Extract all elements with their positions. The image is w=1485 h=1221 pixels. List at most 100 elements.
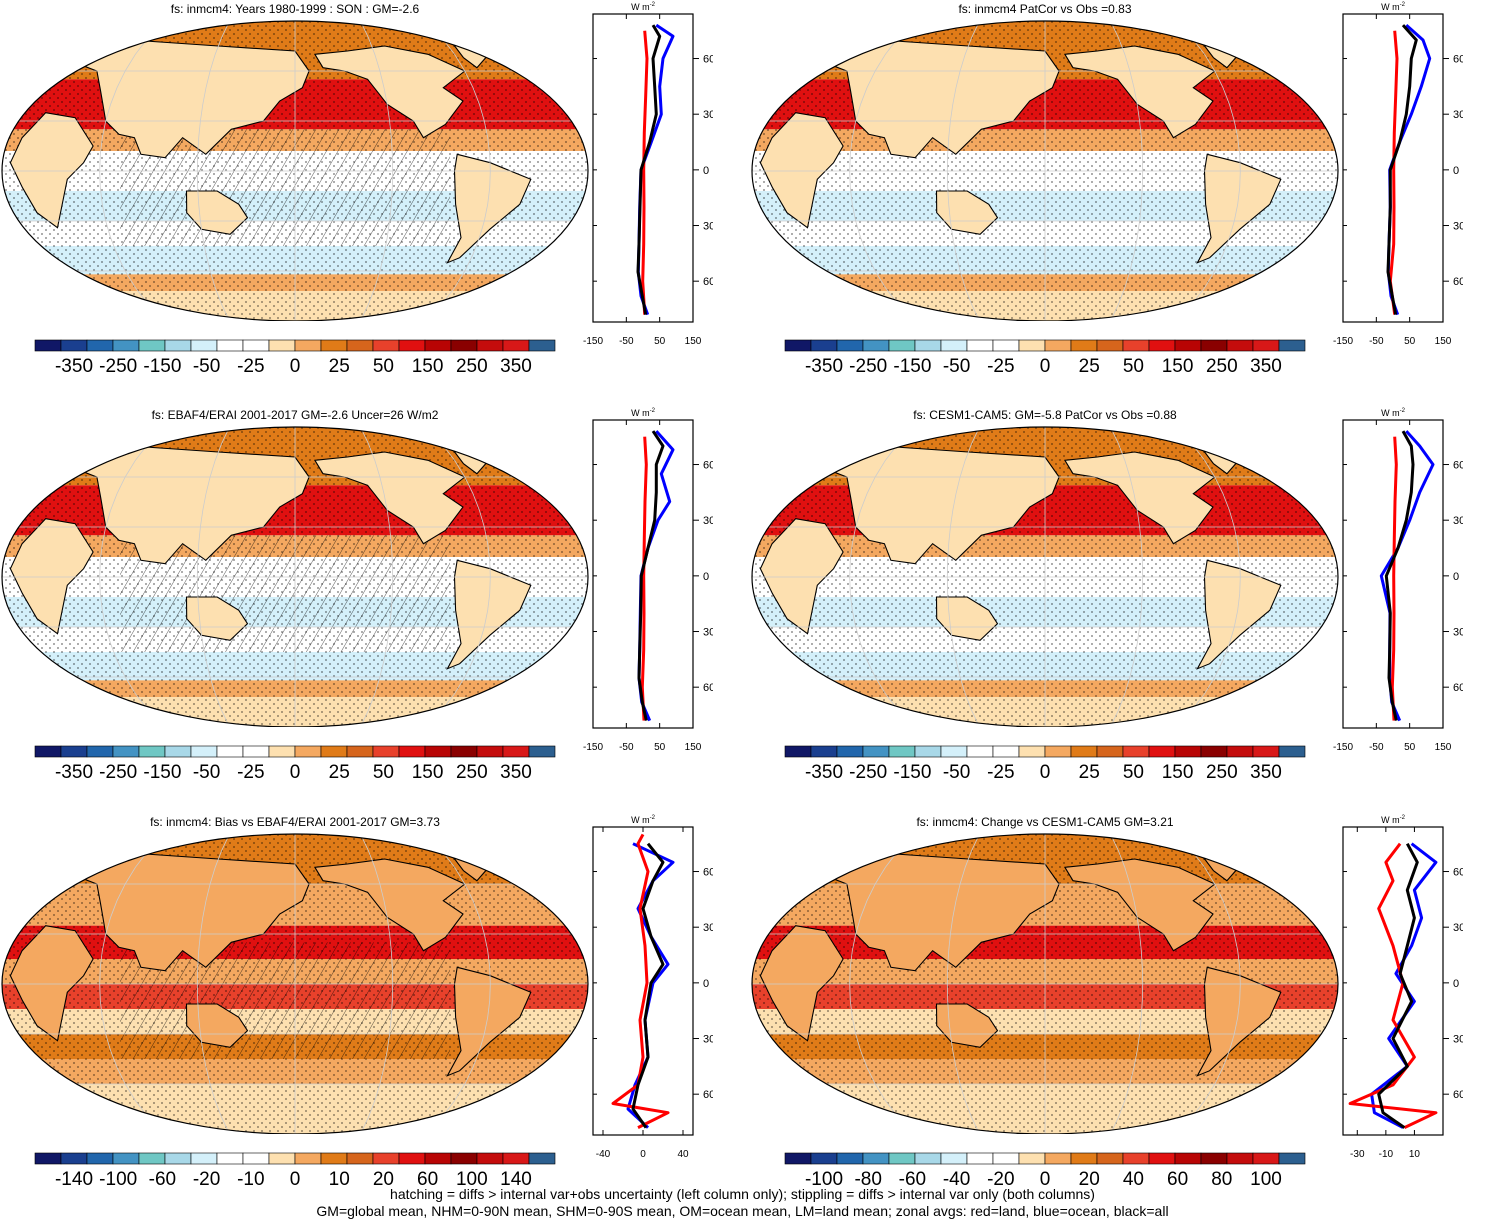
continent-outline [185, 596, 249, 641]
hatching-region [120, 535, 450, 652]
zonal-series-all [637, 430, 665, 721]
colorbar-label: -350 [55, 356, 93, 377]
colorbar-swatch [398, 745, 426, 758]
colorbar-label: 150 [1162, 762, 1194, 783]
colorbar-swatch [1096, 745, 1124, 758]
zonal-unit-label: W m-2 [1381, 815, 1405, 825]
footer-line-1: hatching = diffs > internal var+obs unce… [390, 1186, 1095, 1202]
continent-outline [313, 858, 466, 952]
zonal-x-tick-label: 150 [1435, 742, 1452, 753]
colorbar-label: 0 [1040, 762, 1051, 783]
continent-outline [446, 559, 532, 670]
continent-outline [1196, 966, 1282, 1077]
zonal-unit-label: W m-2 [631, 2, 655, 12]
zonal-mean-profile: W m-2 60N 30N 0 30S 60S -150 -50 50 150 [1333, 2, 1463, 347]
colorbar-swatch [1070, 1152, 1098, 1165]
colorbar-swatch [164, 339, 192, 352]
colorbar-swatch [1148, 339, 1176, 352]
colorbar-swatch [320, 339, 348, 352]
continent-outline [446, 966, 532, 1077]
zonal-mean-profile: W m-2 60N 30N 0 30S 60S -150 -50 50 150 [1333, 408, 1463, 753]
colorbar-swatch [86, 745, 114, 758]
continent-outline [9, 518, 94, 635]
colorbar-swatch [862, 339, 890, 352]
colorbar-swatch [34, 339, 62, 352]
colorbar-swatch [216, 1152, 244, 1165]
colorbar-swatch [992, 745, 1020, 758]
colorbar-swatch [242, 339, 270, 352]
panel-1: fs: inmcm4: Years 1980-1999 : SON : GM=-… [0, 0, 740, 405]
colorbar-swatch [190, 1152, 218, 1165]
colorbar-swatch [862, 1152, 890, 1165]
colorbar-label: 50 [373, 356, 394, 377]
colorbar-swatch [1044, 339, 1072, 352]
colorbar-swatch [1070, 745, 1098, 758]
colorbar-swatch [372, 339, 400, 352]
colorbar: -350 -250 -150 -50 -25 0 25 50 150 250 350 [784, 339, 1306, 377]
colorbar-swatch [372, 1152, 400, 1165]
colorbar-swatch [502, 339, 530, 352]
colorbar-swatch [476, 745, 504, 758]
colorbar-swatch [502, 1152, 530, 1165]
continent-outline [806, 40, 1060, 159]
colorbar-swatch [888, 1152, 916, 1165]
colorbar-label: 0 [290, 356, 301, 377]
global-map [751, 426, 1339, 727]
colorbar-swatch [914, 745, 942, 758]
colorbar-swatch [1252, 1152, 1280, 1165]
colorbar-swatch [1096, 1152, 1124, 1165]
zonal-x-tick-label: -150 [1333, 742, 1353, 753]
colorbar-swatch [34, 745, 62, 758]
colorbar-swatch [836, 745, 864, 758]
lat-tick-label: 30N [703, 515, 713, 527]
colorbar-swatch [86, 339, 114, 352]
continent-outline [1063, 858, 1216, 952]
zonal-series-land [1390, 436, 1398, 721]
colorbar-swatch [1122, 1152, 1150, 1165]
lat-tick-label: 0 [1453, 978, 1459, 990]
zonal-x-tick-label: -30 [1350, 1149, 1365, 1160]
panel-4: fs: CESM1-CAM5: GM=-5.8 PatCor vs Obs =0… [750, 406, 1485, 811]
colorbar-swatch [862, 745, 890, 758]
colorbar-swatch [190, 339, 218, 352]
colorbar-swatch [1226, 339, 1254, 352]
colorbar-label: 350 [1250, 762, 1282, 783]
zonal-x-tick-label: 150 [685, 336, 702, 347]
colorbar-label: 0 [1040, 1169, 1051, 1190]
colorbar-swatch [294, 1152, 322, 1165]
colorbar-label: 10 [329, 1169, 350, 1190]
colorbar-swatch [810, 745, 838, 758]
continent-outline [759, 112, 844, 229]
colorbar-swatch [1018, 745, 1046, 758]
colorbar-swatch [1252, 339, 1280, 352]
lat-tick-label: 60S [703, 276, 713, 288]
lat-tick-label: 60S [1453, 276, 1463, 288]
zonal-mean-profile: W m-2 60N 30N 0 30S 60S -150 -50 50 150 [583, 408, 713, 753]
colorbar-label: -250 [849, 762, 887, 783]
continent-outline [313, 45, 466, 139]
colorbar-label: 350 [500, 356, 532, 377]
zonal-unit-label: W m-2 [1381, 2, 1405, 12]
colorbar-swatch [398, 339, 426, 352]
continent-outline [185, 1003, 249, 1048]
lat-tick-label: 60S [1453, 682, 1463, 694]
colorbar-swatch [784, 1152, 812, 1165]
continent-outline [9, 925, 94, 1042]
colorbar-label: 0 [1040, 356, 1051, 377]
zonal-x-tick-label: -150 [583, 742, 603, 753]
colorbar-swatch [346, 339, 374, 352]
zonal-series-land [611, 833, 670, 1129]
zonal-x-tick-label: 150 [685, 742, 702, 753]
panel-5: fs: inmcm4: Bias vs EBAF4/ERAI 2001-2017… [0, 813, 740, 1218]
colorbar-label: 50 [1123, 762, 1144, 783]
continent-outline [313, 451, 466, 545]
map-title: fs: inmcm4: Bias vs EBAF4/ERAI 2001-2017… [150, 815, 440, 829]
lat-tick-label: 30N [703, 109, 713, 121]
colorbar-label: -250 [849, 356, 887, 377]
colorbar-swatch [1174, 339, 1202, 352]
colorbar-swatch [216, 745, 244, 758]
colorbar-swatch [1278, 745, 1306, 758]
colorbar-swatch [836, 339, 864, 352]
continent-outline [9, 112, 94, 229]
colorbar-swatch [268, 745, 296, 758]
